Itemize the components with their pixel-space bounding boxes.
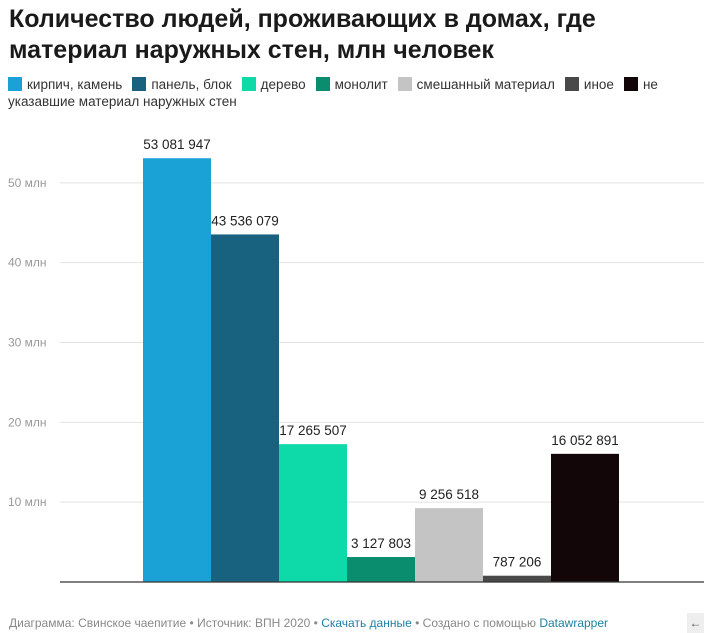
footer-separator: • [313, 616, 322, 630]
bar-6 [483, 575, 551, 582]
data-label: 53 081 947 [143, 137, 211, 152]
y-tick-label: 10 млн [8, 495, 47, 509]
legend-item: смешанный материал [397, 77, 555, 92]
chart-footer: Диаграмма: Свинское чаепитие • Источник:… [9, 616, 608, 630]
bar-3 [279, 444, 347, 582]
legend-label: дерево [260, 77, 306, 92]
legend-label: панель, блок [151, 77, 232, 92]
chart-source: Источник: ВПН 2020 [197, 616, 311, 630]
chart-legend: кирпич, камень панель, блок дерево монолит с… [8, 76, 698, 110]
footer-separator: • [189, 616, 198, 630]
created-with-text: Создано с помощью [422, 616, 536, 630]
legend-swatch [623, 77, 638, 91]
bar-5 [415, 508, 483, 582]
legend-item: панель, блок [132, 77, 232, 92]
footer-separator: • [415, 616, 423, 630]
legend-label: иное [583, 77, 614, 92]
arrow-left-icon: ← [689, 616, 702, 630]
back-button[interactable]: ← [687, 613, 704, 633]
legend-label: кирпич, камень [27, 77, 123, 92]
legend-swatch [8, 77, 22, 91]
data-label: 9 256 518 [419, 487, 479, 502]
data-label: 16 052 891 [551, 433, 619, 448]
y-tick-label: 40 млн [8, 256, 47, 270]
legend-label: монолит [334, 77, 388, 92]
legend-item: иное [564, 77, 614, 92]
legend-item: не указавшие материал наружных стен [8, 77, 658, 109]
legend-label: не указавшие материал наружных стен [8, 77, 658, 109]
legend-item: дерево [241, 77, 306, 92]
legend-swatch [564, 77, 579, 91]
datawrapper-link[interactable]: Datawrapper [539, 616, 609, 630]
chart-title: Количество людей, проживающих в домах, г… [9, 5, 596, 64]
legend-item: кирпич, камень [8, 77, 122, 92]
data-label: 787 206 [493, 555, 542, 570]
legend-swatch [132, 77, 147, 91]
legend-swatch [241, 77, 256, 91]
chart-credit: Диаграмма: Свинское чаепитие [9, 616, 187, 630]
data-label: 3 127 803 [351, 536, 411, 551]
y-tick-label: 20 млн [8, 415, 47, 429]
bar-4 [347, 557, 415, 582]
y-tick-label: 30 млн [8, 336, 47, 350]
download-data-link[interactable]: Скачать данные [321, 616, 412, 630]
data-label: 17 265 507 [279, 423, 347, 438]
bar-chart: 10 млн 20 млн 30 млн 40 млн 50 млн 53 081 947… [8, 137, 704, 583]
bar-2 [211, 234, 279, 583]
legend-swatch [315, 77, 330, 91]
bar-1 [143, 158, 211, 582]
legend-swatch [397, 77, 412, 91]
data-label: 43 536 079 [211, 213, 279, 228]
bar-7 [551, 453, 619, 582]
y-tick-label: 50 млн [8, 176, 47, 190]
legend-label: смешанный материал [416, 77, 555, 92]
legend-item: монолит [315, 77, 388, 92]
